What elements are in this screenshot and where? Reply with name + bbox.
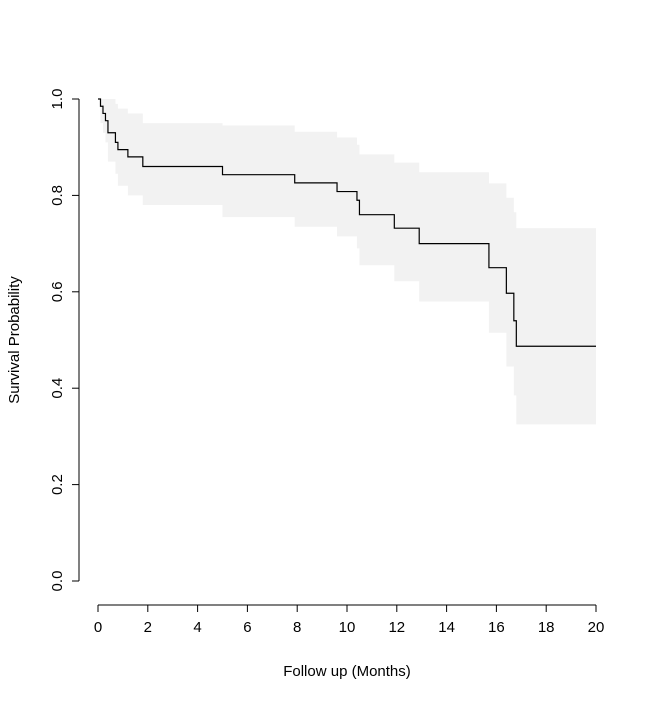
x-tick-label: 2 [144,619,152,636]
x-tick-label: 0 [94,619,102,636]
x-tick-label: 12 [388,619,405,636]
x-tick-label: 20 [588,619,605,636]
survival-curve-layer [98,98,596,347]
confidence-band-layer [98,99,596,425]
y-tick-label: 0.2 [49,474,66,495]
survival-curve [98,98,596,347]
y-tick-group: 0.0 0.2 0.4 0.6 0.8 1.0 [49,89,79,592]
x-tick-group: 0 2 4 6 8 10 12 14 16 18 20 [94,605,605,636]
y-tick-label: 0.8 [49,185,66,206]
y-tick-label: 0.0 [49,571,66,592]
x-tick-label: 16 [488,619,505,636]
x-axis-title: Follow up (Months) [283,663,411,680]
y-tick-label: 0.4 [49,378,66,399]
y-tick-label: 1.0 [49,89,66,110]
y-axis-title: Survival Probability [6,276,23,404]
x-tick-label: 4 [193,619,201,636]
x-tick-label: 8 [293,619,301,636]
y-tick-label: 0.6 [49,281,66,302]
x-tick-label: 6 [243,619,251,636]
x-tick-label: 10 [339,619,356,636]
confidence-band [98,99,596,425]
x-tick-label: 14 [438,619,455,636]
x-tick-label: 18 [538,619,555,636]
